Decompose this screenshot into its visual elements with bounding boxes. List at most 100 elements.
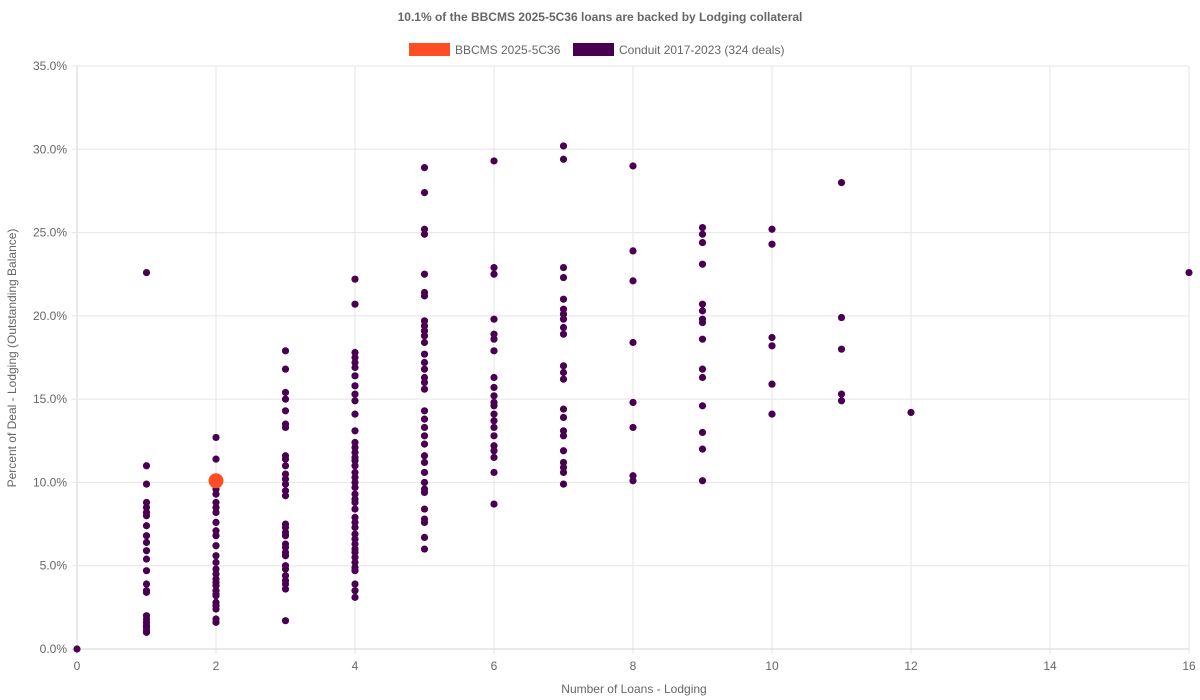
conduit-data-point[interactable] [420,373,429,382]
conduit-data-point[interactable] [559,432,568,440]
conduit-data-point[interactable] [351,358,359,367]
conduit-data-point[interactable] [837,390,846,398]
conduit-data-point[interactable] [142,532,151,540]
conduit-data-point[interactable] [281,462,290,470]
conduit-data-point[interactable] [698,223,707,232]
conduit-data-point[interactable] [351,530,359,538]
conduit-data-point[interactable] [142,555,151,563]
conduit-data-point[interactable] [281,475,290,483]
conduit-data-point[interactable] [142,512,151,520]
conduit-data-point[interactable] [490,453,498,462]
conduit-data-point[interactable] [281,572,290,580]
conduit-data-point[interactable] [559,155,568,163]
conduit-data-point[interactable] [698,428,707,437]
conduit-data-point[interactable] [212,592,220,600]
conduit-data-point[interactable] [351,505,359,513]
conduit-data-point[interactable] [837,397,846,405]
conduit-data-point[interactable] [420,458,429,467]
conduit-data-point[interactable] [559,480,568,488]
conduit-data-point[interactable] [142,522,151,530]
conduit-data-point[interactable] [351,372,359,380]
conduit-data-point[interactable] [351,535,359,543]
conduit-data-point[interactable] [698,230,707,238]
conduit-data-point[interactable] [420,358,429,367]
conduit-data-point[interactable] [281,580,290,588]
conduit-data-point[interactable] [698,300,707,308]
conduit-data-point[interactable] [212,433,220,442]
conduit-data-point[interactable] [490,392,498,400]
conduit-data-point[interactable] [490,410,498,418]
conduit-data-point[interactable] [281,470,290,478]
conduit-data-point[interactable] [351,410,359,418]
conduit-data-point[interactable] [490,383,498,392]
conduit-data-point[interactable] [559,305,568,313]
conduit-data-point[interactable] [420,230,429,238]
conduit-data-point[interactable] [212,508,220,517]
conduit-data-point[interactable] [629,162,637,170]
conduit-data-point[interactable] [351,580,359,588]
conduit-data-point[interactable] [420,164,429,172]
conduit-data-point[interactable] [559,427,568,435]
conduit-data-point[interactable] [698,307,707,315]
conduit-data-point[interactable] [490,447,498,455]
conduit-data-point[interactable] [351,473,359,482]
conduit-data-point[interactable] [351,390,359,398]
conduit-data-point[interactable] [351,540,359,548]
conduit-data-point[interactable] [142,462,151,470]
conduit-data-point[interactable] [212,582,220,590]
conduit-data-point[interactable] [212,605,220,613]
conduit-data-point[interactable] [1185,268,1193,277]
conduit-data-point[interactable] [351,513,359,522]
conduit-data-point[interactable] [490,373,498,382]
conduit-data-point[interactable] [281,565,290,573]
conduit-data-point[interactable] [281,395,290,403]
conduit-data-point[interactable] [351,348,359,357]
conduit-data-point[interactable] [351,448,359,457]
conduit-data-point[interactable] [281,347,290,355]
conduit-data-point[interactable] [212,565,220,573]
conduit-data-point[interactable] [837,179,846,187]
conduit-data-point[interactable] [420,423,429,432]
conduit-data-point[interactable] [420,488,429,497]
conduit-data-point[interactable] [490,157,498,165]
conduit-data-point[interactable] [212,532,220,540]
conduit-data-point[interactable] [212,542,220,550]
conduit-data-point[interactable] [420,322,429,330]
conduit-data-point[interactable] [351,382,359,390]
conduit-data-point[interactable] [698,402,707,410]
conduit-data-point[interactable] [142,538,151,546]
conduit-data-point[interactable] [559,368,568,377]
conduit-data-point[interactable] [420,225,429,233]
conduit-data-point[interactable] [73,645,81,653]
conduit-data-point[interactable] [698,335,707,343]
conduit-data-point[interactable] [281,365,290,373]
conduit-data-point[interactable] [629,472,637,480]
conduit-data-point[interactable] [212,618,220,626]
conduit-data-point[interactable] [212,455,220,463]
conduit-data-point[interactable] [559,362,568,370]
conduit-data-point[interactable] [490,263,498,272]
conduit-data-point[interactable] [420,188,429,197]
conduit-data-point[interactable] [212,503,220,512]
conduit-data-point[interactable] [768,225,776,233]
conduit-data-point[interactable] [281,552,290,560]
conduit-data-point[interactable] [490,423,498,432]
conduit-data-point[interactable] [351,353,359,362]
conduit-data-point[interactable] [629,247,637,255]
conduit-data-point[interactable] [698,445,707,453]
conduit-data-point[interactable] [351,438,359,447]
conduit-data-point[interactable] [212,518,220,527]
conduit-data-point[interactable] [490,347,498,355]
conduit-data-point[interactable] [490,500,498,508]
conduit-data-point[interactable] [837,345,846,353]
conduit-data-point[interactable] [490,315,498,323]
conduit-data-point[interactable] [420,350,429,358]
conduit-data-point[interactable] [212,527,220,535]
conduit-data-point[interactable] [698,260,707,268]
conduit-data-point[interactable] [629,398,637,407]
conduit-data-point[interactable] [351,567,359,575]
conduit-data-point[interactable] [142,567,151,575]
conduit-data-point[interactable] [351,483,359,492]
conduit-data-point[interactable] [629,277,637,285]
conduit-data-point[interactable] [559,330,568,338]
